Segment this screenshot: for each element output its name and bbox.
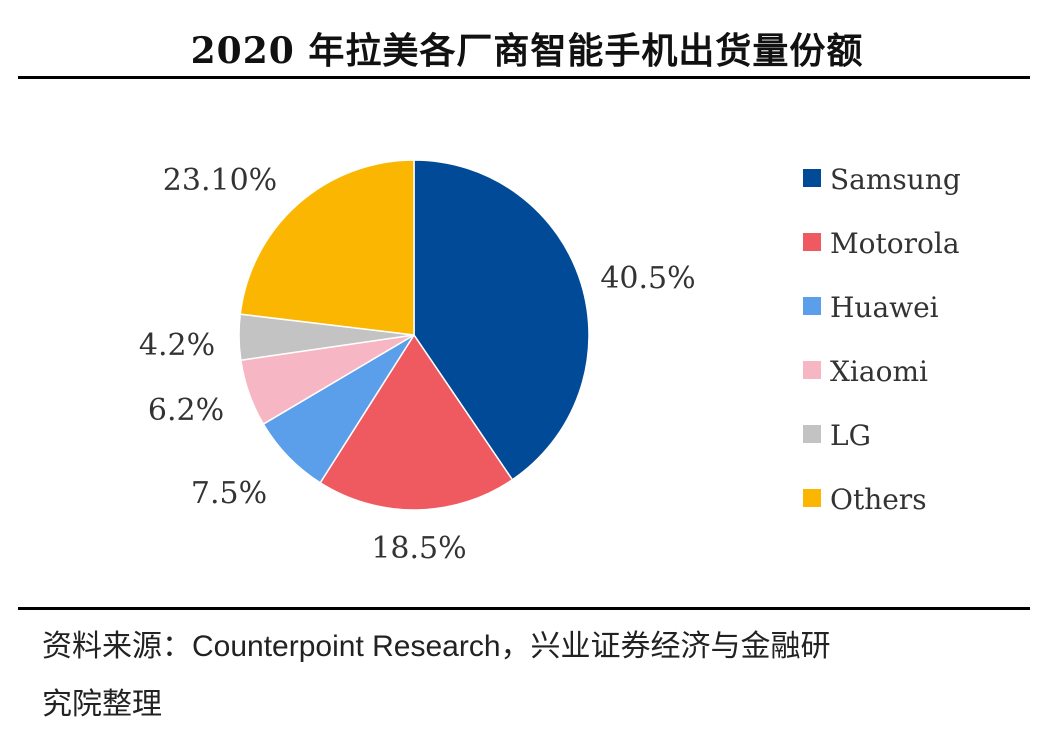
legend-swatch-lg xyxy=(803,425,821,443)
pie-slices xyxy=(238,159,590,511)
data-label-others: 23.10% xyxy=(163,163,277,198)
legend-swatch-others xyxy=(803,489,821,507)
legend-label-lg: LG xyxy=(830,419,871,452)
legend: Samsung Motorola Huawei Xiaomi LG Others xyxy=(803,163,961,516)
legend-label-motorola: Motorola xyxy=(830,227,960,260)
legend-swatch-xiaomi xyxy=(803,361,821,379)
legend-label-xiaomi: Xiaomi xyxy=(830,355,928,388)
data-label-huawei: 7.5% xyxy=(191,476,267,511)
data-label-samsung: 40.5% xyxy=(600,261,695,296)
source-line2: 究院整理 xyxy=(42,687,162,722)
source-prefix: 资料来源： xyxy=(42,629,192,664)
legend-swatch-samsung xyxy=(803,169,821,187)
data-label-xiaomi: 6.2% xyxy=(148,393,224,428)
source-suffix: ，兴业证券经济与金融研 xyxy=(500,629,831,664)
pie-slice-others xyxy=(239,159,415,336)
source-org: Counterpoint Research xyxy=(192,630,501,663)
pie-data-labels: 40.5% 18.5% 7.5% 6.2% 4.2% 23.10% xyxy=(139,163,696,566)
bottom-rule xyxy=(18,607,1030,610)
pie-chart: 40.5% 18.5% 7.5% 6.2% 4.2% 23.10% Samsung Moto… xyxy=(139,159,961,566)
source-note: 资料来源：Counterpoint Research，兴业证券经济与金融研 究院… xyxy=(42,618,1022,734)
pie-slice-samsung xyxy=(413,159,590,481)
data-label-motorola: 18.5% xyxy=(371,531,466,566)
top-rule xyxy=(18,76,1030,79)
legend-swatch-huawei xyxy=(803,297,821,315)
chart-title: 2020 年拉美各厂商智能手机出货量份额 xyxy=(190,30,864,72)
legend-label-samsung: Samsung xyxy=(830,163,961,196)
legend-label-huawei: Huawei xyxy=(830,291,939,324)
legend-label-others: Others xyxy=(830,483,927,516)
data-label-lg: 4.2% xyxy=(139,328,215,363)
pie-slice-motorola xyxy=(319,333,514,511)
legend-swatch-motorola xyxy=(803,233,821,251)
